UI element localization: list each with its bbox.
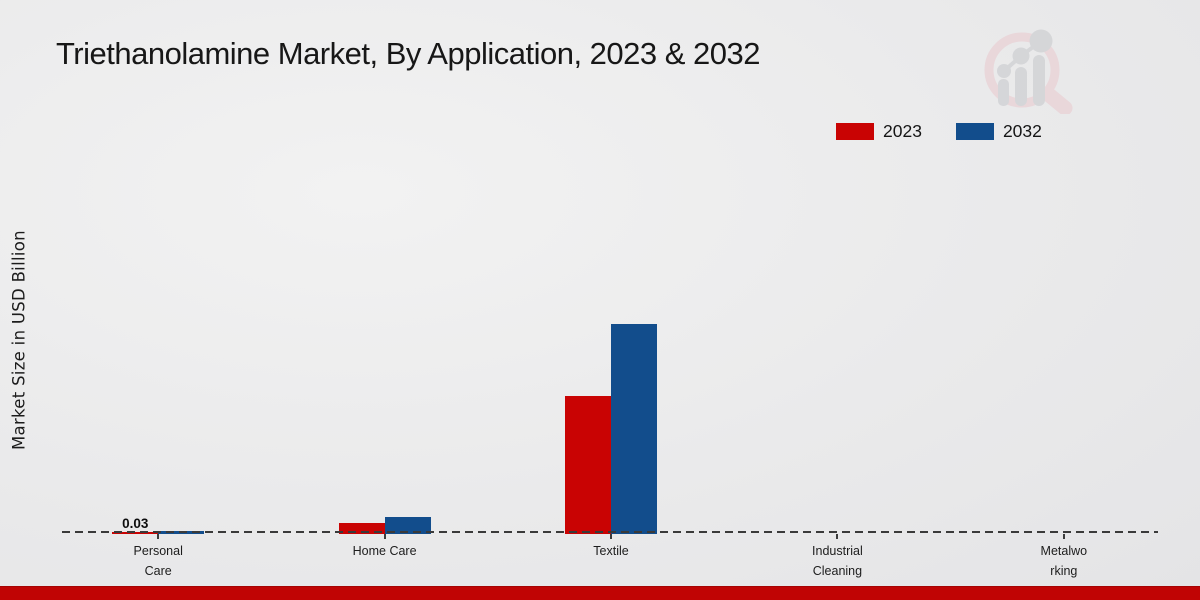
- bar-wrap-textile-2023: [565, 395, 612, 534]
- bar-wrap-home-care-2023: [338, 523, 385, 534]
- bar-group-textile: [565, 323, 658, 534]
- bar-wrap-personal-care-2023: 0.03: [112, 516, 159, 534]
- x-axis-tick-industrial-cleaning: [836, 534, 839, 539]
- legend-label-2032: 2032: [1002, 121, 1042, 141]
- bar-growth-icon: [997, 29, 1053, 106]
- category-slot-textile: Textile: [498, 150, 724, 558]
- y-axis-title: Market Size in USD Billion: [9, 230, 29, 450]
- x-axis-label-textile: Textile: [593, 544, 629, 558]
- legend-label-2023: 2023: [883, 121, 922, 141]
- x-axis-label-industrial-cleaning: Industrial Cleaning: [812, 544, 863, 578]
- plot-area: 0.03 Personal Care Home Care Textile Industr…: [45, 150, 1177, 578]
- mrfr-logo-watermark: [984, 29, 1073, 114]
- category-slot-metalworking: Metalwo rking: [951, 150, 1177, 578]
- x-axis-tick-textile: [610, 534, 613, 539]
- bar-wrap-textile-2032: [611, 323, 658, 534]
- x-axis-baseline: [62, 531, 1158, 533]
- category-slot-industrial-cleaning: Industrial Cleaning: [724, 150, 950, 578]
- bar-personal-care-2023: [112, 532, 159, 534]
- legend-swatch-2032: [955, 123, 994, 140]
- bar-textile-2023: [565, 395, 612, 534]
- x-axis-tick-home-care: [383, 534, 386, 539]
- x-axis-label-metalworking: Metalwo rking: [1040, 544, 1088, 578]
- category-slot-home-care: Home Care: [271, 150, 497, 558]
- bar-textile-2032: [611, 323, 658, 534]
- legend-item-2032: 2032: [955, 121, 1042, 142]
- x-axis-label-home-care: Home Care: [352, 544, 417, 558]
- x-axis-tick-personal-care: [157, 534, 160, 539]
- bar-home-care-2023: [338, 523, 385, 534]
- x-axis-tick-metalworking: [1062, 534, 1065, 539]
- legend-swatch-2023: [836, 123, 874, 140]
- bar-value-label-personal-care-2023: 0.03: [122, 516, 149, 531]
- legend: 2023 2032: [836, 121, 1042, 142]
- bottom-accent-bar: [0, 586, 1200, 600]
- legend-item-2023: 2023: [836, 121, 922, 142]
- category-slot-personal-care: 0.03 Personal Care: [45, 150, 271, 578]
- chart-title: Triethanolamine Market, By Application, …: [56, 36, 761, 71]
- x-axis-label-personal-care: Personal Care: [133, 544, 183, 578]
- bar-group-home-care: [338, 517, 431, 534]
- bar-home-care-2032: [384, 517, 431, 534]
- bar-wrap-home-care-2032: [384, 517, 431, 534]
